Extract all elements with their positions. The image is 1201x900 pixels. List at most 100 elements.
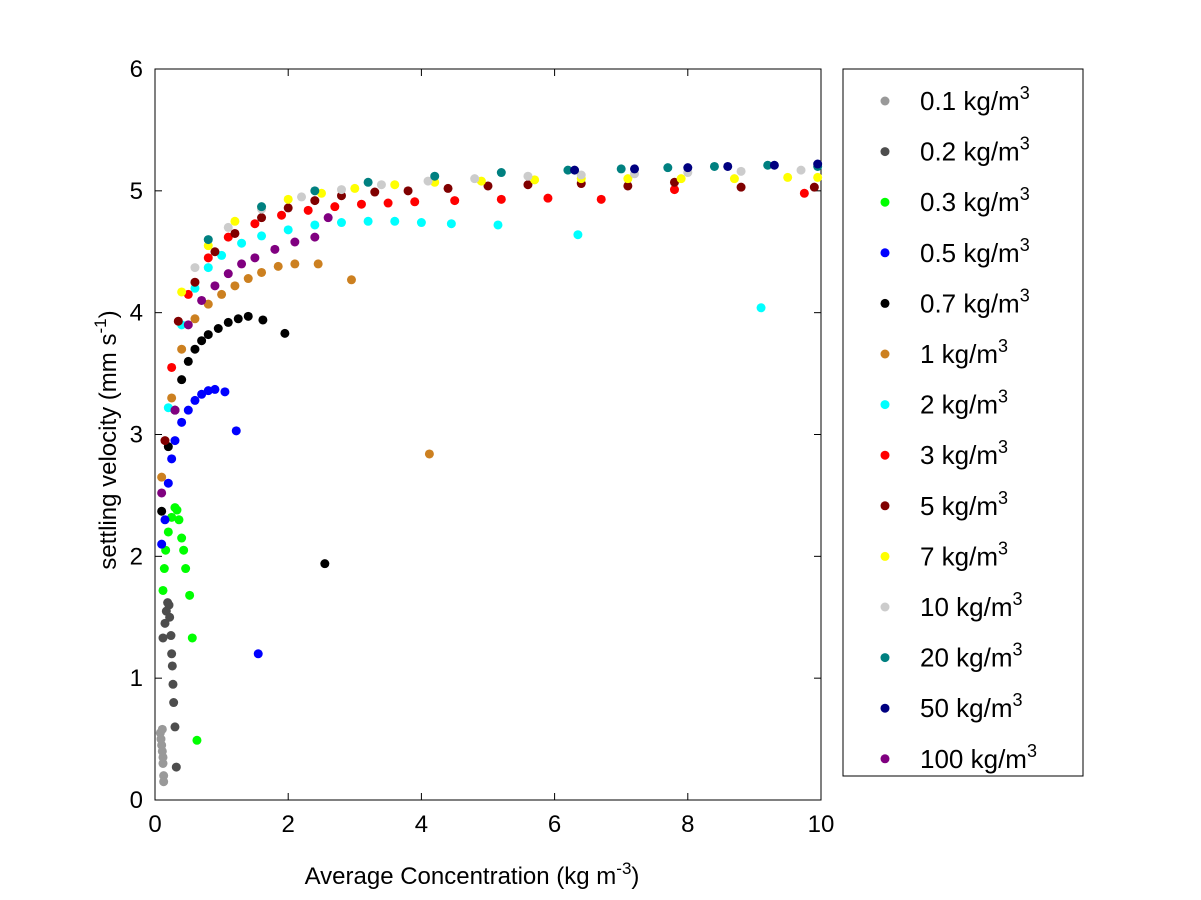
- data-point: [243, 311, 253, 321]
- series-7: [167, 185, 809, 372]
- data-point: [223, 232, 233, 242]
- legend-superscript: 3: [998, 387, 1008, 407]
- data-point: [170, 405, 180, 415]
- legend-superscript: 3: [1020, 83, 1030, 103]
- data-point: [483, 181, 493, 191]
- y-tick-label: 2: [130, 543, 143, 570]
- legend-label: 0.2 kg/m: [920, 137, 1020, 167]
- legend-superscript: 3: [1020, 134, 1030, 154]
- data-point: [181, 564, 191, 574]
- data-point: [203, 299, 213, 309]
- legend-marker: [880, 501, 890, 511]
- data-point: [183, 405, 193, 415]
- data-point: [570, 165, 580, 175]
- data-point: [197, 389, 207, 399]
- data-point: [813, 172, 823, 182]
- legend-marker: [880, 703, 890, 713]
- data-point: [736, 182, 746, 192]
- data-point: [363, 177, 373, 187]
- data-point: [237, 259, 247, 269]
- data-point: [709, 161, 719, 171]
- data-point: [168, 679, 178, 689]
- x-axis-label: Average Concentration (kg m-3): [305, 859, 640, 890]
- data-point: [190, 277, 200, 287]
- data-point: [523, 180, 533, 190]
- data-point: [231, 426, 241, 436]
- x-tick-label: 10: [808, 811, 835, 838]
- legend-marker: [880, 147, 890, 157]
- data-point: [277, 210, 287, 220]
- legend-marker: [880, 298, 890, 308]
- data-point: [283, 203, 293, 213]
- data-point: [390, 216, 400, 226]
- data-point: [159, 564, 169, 574]
- legend-label: 7 kg/m: [920, 541, 998, 571]
- legend-label: 10 kg/m: [920, 592, 1013, 622]
- data-point: [230, 216, 240, 226]
- data-point: [237, 238, 247, 248]
- legend-entry: 0.5 kg/m3: [920, 235, 1030, 268]
- data-point: [310, 232, 320, 242]
- legend-superscript: 3: [998, 488, 1008, 508]
- data-point: [303, 205, 313, 215]
- data-point: [167, 362, 177, 372]
- data-point: [157, 506, 167, 516]
- data-point: [310, 220, 320, 230]
- y-tick-label: 5: [130, 178, 143, 205]
- data-point: [769, 160, 779, 170]
- legend-label: 20 kg/m: [920, 643, 1013, 673]
- data-point: [356, 199, 366, 209]
- y-tick-label: 0: [130, 787, 143, 814]
- data-point: [160, 515, 170, 525]
- series-2: [158, 503, 202, 745]
- data-point: [217, 289, 227, 299]
- data-point: [623, 181, 633, 191]
- data-point: [796, 165, 806, 175]
- data-point: [283, 225, 293, 235]
- legend-superscript: 3: [1013, 690, 1023, 710]
- data-point: [183, 320, 193, 330]
- data-point: [410, 197, 420, 207]
- data-point: [616, 164, 626, 174]
- series-5: [157, 259, 434, 482]
- y-axis-label-superscript: -1: [91, 318, 110, 333]
- data-point: [676, 174, 686, 184]
- data-point: [174, 515, 184, 525]
- data-point: [669, 185, 679, 195]
- data-point: [270, 244, 280, 254]
- data-point: [167, 661, 177, 671]
- data-point: [683, 163, 693, 173]
- data-point: [723, 161, 733, 171]
- legend-superscript: 3: [1020, 285, 1030, 305]
- data-point: [424, 449, 434, 459]
- data-point: [496, 194, 506, 204]
- data-point: [330, 202, 340, 212]
- data-point: [171, 762, 181, 772]
- data-point: [177, 375, 187, 385]
- data-point: [163, 527, 173, 537]
- data-point: [320, 559, 330, 569]
- legend-entry: 7 kg/m3: [920, 538, 1008, 571]
- data-point: [203, 253, 213, 263]
- legend-label: 5 kg/m: [920, 491, 998, 521]
- data-point: [172, 505, 182, 515]
- legend-marker: [880, 450, 890, 460]
- data-point: [203, 330, 213, 340]
- data-point: [736, 166, 746, 176]
- data-point: [729, 174, 739, 184]
- series-1: [158, 598, 181, 772]
- data-point: [258, 315, 268, 325]
- data-point: [253, 649, 263, 659]
- series-3: [157, 384, 263, 659]
- data-point: [220, 387, 230, 397]
- data-point: [243, 274, 253, 284]
- data-point: [187, 633, 197, 643]
- data-point: [470, 174, 480, 184]
- data-point: [443, 183, 453, 193]
- legend-label: 0.7 kg/m: [920, 288, 1020, 318]
- data-point: [809, 182, 819, 192]
- legend-entry: 20 kg/m3: [920, 640, 1023, 673]
- data-point: [323, 213, 333, 223]
- data-point: [170, 722, 180, 732]
- data-point: [390, 180, 400, 190]
